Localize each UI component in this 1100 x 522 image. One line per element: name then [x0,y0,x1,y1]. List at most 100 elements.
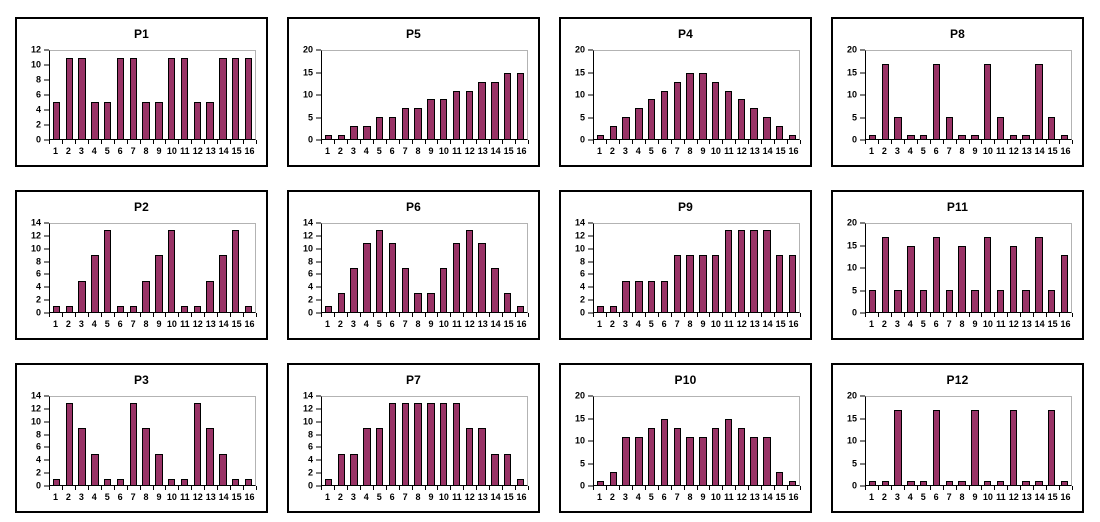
y-axis-tick [316,395,321,397]
bar [337,453,345,485]
bar-slot [425,51,438,139]
bar-slot [709,397,722,485]
bar-slot [412,224,425,312]
y-axis-label: 20 [846,217,857,228]
y-axis-tick [44,273,49,275]
y-axis-label: 20 [574,390,585,401]
bar-slot [335,397,348,485]
bar-slot [994,224,1007,312]
x-axis-tick [321,486,322,490]
x-axis-label: 10 [982,492,993,502]
x-axis-label: 6 [933,492,939,502]
x-axis-label: 3 [622,319,628,329]
bar-slot [204,51,217,139]
x-axis-tick [942,140,944,144]
x-axis-tick [605,140,607,144]
bar [452,403,461,485]
bar-slot [1033,397,1046,485]
y-axis-tick [588,139,593,141]
bar-slot [489,224,502,312]
y-axis-tick [588,248,593,250]
bar [78,58,86,139]
bar [907,246,915,312]
x-axis-label: 16 [788,492,799,502]
bar [103,102,112,139]
x-axis-label: 5 [104,492,110,502]
y-axis: 0 2 4 6 8 10 12 14 [293,218,321,317]
x-axis-tick [968,140,970,144]
x-axis-tick [1059,486,1061,490]
x-axis-label: 13 [477,319,488,329]
x-axis-label: 7 [946,492,952,502]
bar-slot [476,224,489,312]
y-axis-label: 10 [302,416,313,427]
y-axis-tick [860,267,865,269]
x-axis-label: 15 [775,492,786,502]
bar-slot [114,224,127,312]
x-axis-label: 2 [609,146,615,156]
bar-slot [476,51,489,139]
y-axis: 0 5 10 15 20 [837,45,865,144]
x-axis-label: 4 [635,492,641,502]
x-axis-tick [877,140,879,144]
plot-area [865,50,1072,140]
y-axis-tick [860,312,865,314]
x-axis-tick [437,486,439,490]
y-axis-tick [44,248,49,250]
x-axis-label: 12 [736,146,747,156]
x-axis-label: 2 [337,146,343,156]
y-axis-label: 10 [574,435,585,446]
plot-area [49,223,256,313]
x-axis-label: 6 [389,319,395,329]
x-axis-label: 12 [736,319,747,329]
y-axis-tick [588,463,593,464]
y-axis-label: 4 [307,281,313,292]
bar-slot [217,51,230,139]
bar [1022,480,1030,485]
x-axis-label: 7 [674,319,680,329]
x-axis-label: 4 [635,319,641,329]
x-axis-tick [489,486,491,490]
x-axis-label: 16 [1060,319,1071,329]
y-axis-label: 5 [307,112,313,122]
x-axis-label: 2 [609,319,615,329]
x-axis-tick [385,313,387,317]
y-axis-label: 2 [35,467,41,478]
x-axis-label: 9 [428,146,434,156]
y-axis-label: 0 [851,480,857,491]
x-axis-label: 12 [1008,492,1019,502]
x-axis-label: 8 [143,319,149,329]
x-axis-label: 5 [920,492,926,502]
bar [686,73,694,139]
bar [1060,134,1069,139]
x-axis-label: 9 [156,319,162,329]
x-axis-label: 9 [156,146,162,156]
chart-panel-p2: P2 0 2 4 6 8 10 12 14 1 2 3 4 5 6 7 8 9 10 11 12 13 14 15 16 [15,190,268,340]
bar [622,280,630,312]
y-axis-label: 15 [846,67,857,77]
bar [65,305,73,312]
x-axis-tick [683,313,685,317]
bar [958,246,966,312]
x-axis-label: 14 [762,146,773,156]
bar-slot [335,224,348,312]
bar-slot [722,224,735,312]
x-axis-tick [515,313,517,317]
x-axis-label: 2 [881,146,887,156]
x-axis-tick [489,313,491,317]
y-axis-label: 6 [307,441,313,452]
x-axis-label: 5 [376,492,382,502]
x-axis: 1 2 3 4 5 6 7 8 9 10 11 12 13 14 15 16 [865,486,1073,507]
x-axis-label: 7 [402,492,408,502]
bar [375,230,384,312]
x-axis-tick [696,140,698,144]
bar [1022,134,1030,139]
x-axis-tick [528,313,529,317]
bar [180,58,189,139]
x-axis-tick [165,486,167,490]
bar [491,81,499,139]
x-axis-label: 16 [1060,492,1071,502]
bar-slot [892,397,905,485]
x-axis-tick [256,486,257,490]
bar-slot [229,224,242,312]
